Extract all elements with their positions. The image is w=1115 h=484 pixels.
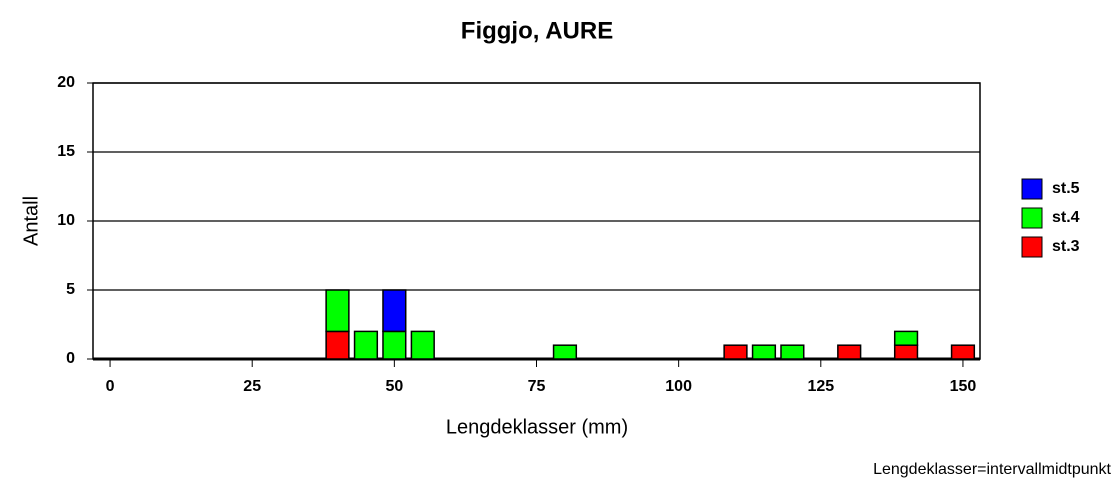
y-tick-label: 0 [66, 350, 75, 367]
bar [780, 344, 805, 360]
legend-swatch [1021, 207, 1043, 229]
y-tick-label: 15 [57, 143, 75, 160]
bar [382, 330, 407, 360]
legend-label: st.3 [1052, 238, 1080, 255]
bar [837, 344, 862, 360]
x-axis-label: Lengdeklasser (mm) [446, 416, 628, 438]
x-tick-label: 125 [807, 378, 834, 395]
annotation: Lengdeklasser=intervallmidtpunkt [873, 461, 1111, 478]
x-tick-label: 50 [385, 378, 403, 395]
bar [893, 330, 919, 346]
x-tick-label: 150 [950, 378, 977, 395]
legend-swatch [1021, 178, 1043, 200]
y-axis-label: Antall [20, 196, 42, 246]
x-tick-label: 25 [243, 378, 261, 395]
bar [382, 289, 407, 333]
bar [723, 344, 748, 360]
y-tick-label: 10 [57, 212, 75, 229]
legend-swatch [1021, 236, 1043, 258]
x-tick-label: 100 [665, 378, 692, 395]
legend-label: st.5 [1052, 180, 1080, 197]
bar [751, 344, 777, 360]
y-tick-label: 20 [57, 74, 75, 91]
bar [552, 344, 578, 360]
bar [325, 289, 350, 333]
x-tick-label: 75 [528, 378, 546, 395]
bar [353, 330, 379, 360]
bar [950, 344, 976, 360]
bar [325, 330, 350, 360]
y-tick-label: 5 [66, 281, 75, 298]
bar [410, 330, 435, 360]
chart-title: Figgjo, AURE [461, 17, 613, 44]
legend-label: st.4 [1052, 209, 1080, 226]
bar [893, 344, 919, 360]
x-tick-label: 0 [106, 378, 115, 395]
